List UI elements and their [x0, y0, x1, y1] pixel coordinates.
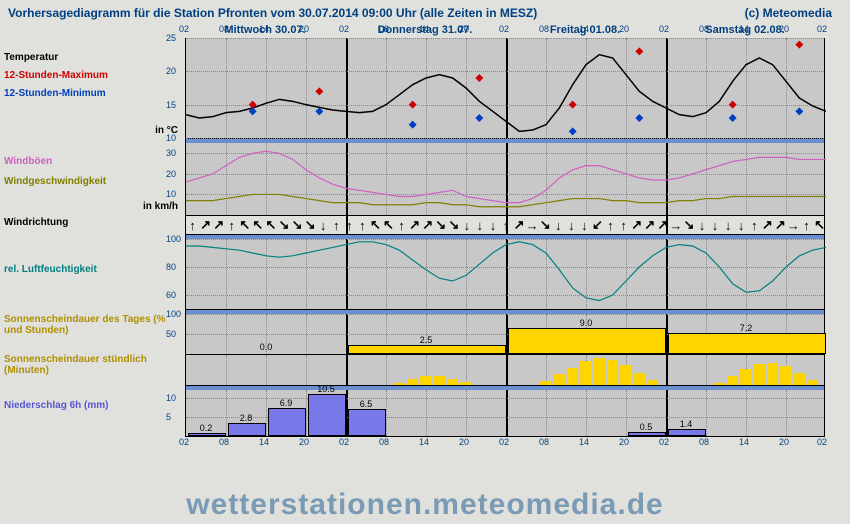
watermark: wetterstationen.meteomedia.de: [0, 488, 850, 522]
panel-sunhr: [185, 355, 825, 386]
label-sunday: Sonnenscheindauer des Tages (% und Stund…: [4, 314, 184, 336]
panel-humidity: 6080100: [185, 239, 825, 310]
label-temperatur: Temperatur: [4, 52, 58, 63]
label-max: 12-Stunden-Maximum: [4, 70, 108, 81]
chart-title: Vorhersagediagramm für die Station Pfron…: [8, 6, 537, 20]
weather-forecast-diagram: Vorhersagediagramm für die Station Pfron…: [0, 0, 850, 524]
panel-precip: 5100.22.86.910.56.50.51.4: [185, 390, 825, 437]
label-sunhr: Sonnenscheindauer stündlich (Minuten): [4, 354, 184, 376]
copyright: (c) Meteomedia: [745, 6, 832, 20]
panel-winddir: ↑↗↗↑↖↖↖↘↘↘↓↑↑↑↖↖↑↗↗↘↘↓↓↓↑↗→↘↓↓↓↙↑↑↗↗↗→↘↓…: [185, 216, 825, 235]
label-gusts: Windböen: [4, 156, 52, 167]
label-min: 12-Stunden-Minimum: [4, 88, 106, 99]
time-axis-top: 0208142002081420020814200208142002: [185, 24, 825, 38]
plot-area: 0208142002081420020814200208142002 10152…: [185, 24, 825, 451]
label-windspeed: Windgeschwindigkeit: [4, 176, 106, 187]
label-humidity: rel. Luftfeuchtigkeit: [4, 264, 97, 275]
label-precip: Niederschlag 6h (mm): [4, 400, 108, 411]
panel-wind: 102030: [185, 143, 825, 216]
panel-sunday: 501000.02.59.07.2: [185, 314, 825, 355]
label-wind-unit: in km/h: [143, 201, 178, 212]
label-winddir: Windrichtung: [4, 217, 68, 228]
labels-column: Temperatur 12-Stunden-Maximum 12-Stunden…: [4, 24, 184, 430]
panel-temperature: 10152025: [185, 38, 825, 139]
time-axis-bot: 0208142002081420020814200208142002: [185, 437, 825, 451]
